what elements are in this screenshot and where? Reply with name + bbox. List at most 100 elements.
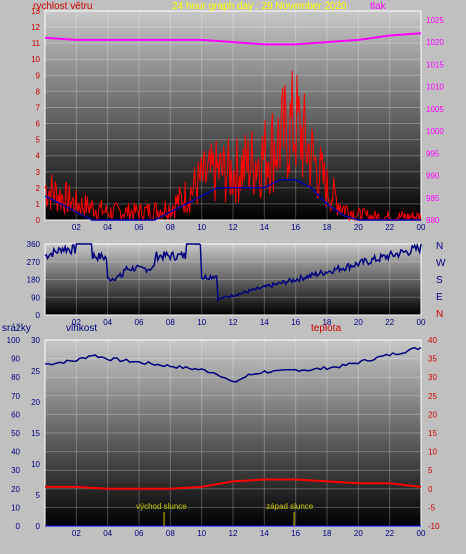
rain-ytick-80: 80 bbox=[11, 373, 20, 382]
dir-tick-08: 08 bbox=[166, 318, 175, 327]
direction-line bbox=[44, 242, 422, 303]
temperature-ytick-25: 25 bbox=[428, 392, 437, 401]
temperature-ytick--5: -5 bbox=[428, 503, 436, 512]
sunset-label: západ slunce bbox=[266, 502, 314, 511]
dir-tick-06: 06 bbox=[135, 318, 144, 327]
dir-tick-14: 14 bbox=[260, 318, 269, 327]
rain-plot-area bbox=[44, 339, 422, 527]
rain-tick-20: 20 bbox=[354, 529, 363, 538]
wind-tick-22: 22 bbox=[385, 223, 394, 232]
wind-ytick-3: 3 bbox=[36, 168, 41, 177]
rain-ytick-20: 20 bbox=[11, 485, 20, 494]
dir-label-s: S bbox=[436, 275, 443, 286]
rain-tick-18: 18 bbox=[323, 529, 332, 538]
pressure-label: tlak bbox=[370, 1, 387, 12]
wind-speed-label: rychlost větru bbox=[33, 1, 92, 12]
wind-tick-18: 18 bbox=[323, 223, 332, 232]
gust-line bbox=[44, 179, 421, 221]
humidity-ytick-10: 10 bbox=[31, 460, 40, 469]
wind-ytick-12: 12 bbox=[31, 23, 40, 32]
wind-ytick-6: 6 bbox=[36, 120, 41, 129]
dir-tick-00: 00 bbox=[417, 318, 426, 327]
temperature-ytick-35: 35 bbox=[428, 355, 437, 364]
wind-ytick-10: 10 bbox=[31, 55, 40, 64]
rain-ytick-10: 10 bbox=[11, 503, 20, 512]
pressure-ytick-1000: 1000 bbox=[426, 127, 444, 136]
rain-tick-10: 10 bbox=[197, 529, 206, 538]
rain-tick-02: 02 bbox=[72, 529, 81, 538]
sunrise-label: východ slunce bbox=[136, 502, 187, 511]
pressure-ytick-1025: 1025 bbox=[426, 16, 444, 25]
wind-ytick-13: 13 bbox=[31, 7, 40, 16]
temperature-line bbox=[45, 478, 422, 490]
rain-tick-00: 00 bbox=[417, 529, 426, 538]
dir-label-n-bottom: N bbox=[436, 309, 443, 320]
dir-tick-12: 12 bbox=[229, 318, 238, 327]
wind-tick-00: 00 bbox=[417, 223, 426, 232]
temperature-label: teplota bbox=[311, 323, 341, 334]
pressure-ytick-1010: 1010 bbox=[426, 83, 444, 92]
dir-tick-18: 18 bbox=[323, 318, 332, 327]
rain-tick-06: 06 bbox=[135, 529, 144, 538]
dir-tick-16: 16 bbox=[291, 318, 300, 327]
temperature-ytick-40: 40 bbox=[428, 336, 437, 345]
rain-tick-08: 08 bbox=[166, 529, 175, 538]
pressure-ytick-1005: 1005 bbox=[426, 105, 444, 114]
rain-tick-14: 14 bbox=[260, 529, 269, 538]
pressure-ytick-985: 985 bbox=[426, 194, 440, 203]
temperature-ytick-15: 15 bbox=[428, 429, 437, 438]
pressure-ytick-980: 980 bbox=[426, 216, 440, 225]
wind-ytick-2: 2 bbox=[36, 184, 41, 193]
pressure-line bbox=[44, 32, 422, 46]
dir-tick-02: 02 bbox=[72, 318, 81, 327]
rain-tick-22: 22 bbox=[385, 529, 394, 538]
wind-ytick-8: 8 bbox=[36, 87, 41, 96]
dir-label-w: W bbox=[436, 258, 446, 269]
wind-ytick-11: 11 bbox=[32, 39, 41, 48]
wind-tick-08: 08 bbox=[166, 223, 175, 232]
wind-ytick-5: 5 bbox=[36, 136, 41, 145]
humidity-label: vlhkost bbox=[66, 323, 97, 334]
temperature-ytick-10: 10 bbox=[428, 448, 437, 457]
temperature-ytick--10: -10 bbox=[428, 522, 440, 531]
pressure-ytick-990: 990 bbox=[426, 172, 440, 181]
rain-ytick-90: 90 bbox=[11, 355, 20, 364]
dir-ytick-180: 180 bbox=[27, 276, 41, 285]
dir-ytick-270: 270 bbox=[27, 258, 41, 267]
humidity-ytick-5: 5 bbox=[36, 491, 41, 500]
rain-ytick-0: 0 bbox=[16, 522, 21, 531]
wind-tick-04: 04 bbox=[103, 223, 112, 232]
rain-tick-16: 16 bbox=[291, 529, 300, 538]
wind-ytick-0: 0 bbox=[36, 216, 41, 225]
wind-ytick-9: 9 bbox=[36, 71, 41, 80]
dir-tick-04: 04 bbox=[103, 318, 112, 327]
humidity-ytick-30: 30 bbox=[31, 336, 40, 345]
rain-label: srážky bbox=[2, 323, 31, 334]
humidity-ytick-15: 15 bbox=[31, 429, 40, 438]
rain-tick-12: 12 bbox=[229, 529, 238, 538]
dir-tick-10: 10 bbox=[197, 318, 206, 327]
rain-ytick-30: 30 bbox=[11, 466, 20, 475]
chart-title: 24 hour graph day : 29 November 2020 bbox=[172, 1, 347, 12]
temperature-ytick-0: 0 bbox=[428, 485, 433, 494]
rain-tick-04: 04 bbox=[103, 529, 112, 538]
humidity-ytick-0: 0 bbox=[36, 522, 41, 531]
wind-tick-12: 12 bbox=[229, 223, 238, 232]
rain-ytick-50: 50 bbox=[11, 429, 20, 438]
wind-ytick-4: 4 bbox=[36, 152, 41, 161]
rain-ytick-40: 40 bbox=[11, 448, 20, 457]
temperature-ytick-20: 20 bbox=[428, 410, 437, 419]
dir-tick-20: 20 bbox=[354, 318, 363, 327]
direction-plot-area bbox=[44, 243, 422, 316]
dir-label-e: E bbox=[436, 292, 443, 303]
temperature-ytick-30: 30 bbox=[428, 373, 437, 382]
dir-ytick-0: 0 bbox=[36, 311, 41, 320]
wind-speed-line bbox=[44, 70, 422, 222]
wind-tick-20: 20 bbox=[354, 223, 363, 232]
humidity-ytick-20: 20 bbox=[31, 398, 40, 407]
wind-ytick-7: 7 bbox=[36, 103, 41, 112]
rain-ytick-60: 60 bbox=[11, 410, 20, 419]
dir-label-n-top: N bbox=[436, 241, 443, 252]
wind-tick-14: 14 bbox=[260, 223, 269, 232]
